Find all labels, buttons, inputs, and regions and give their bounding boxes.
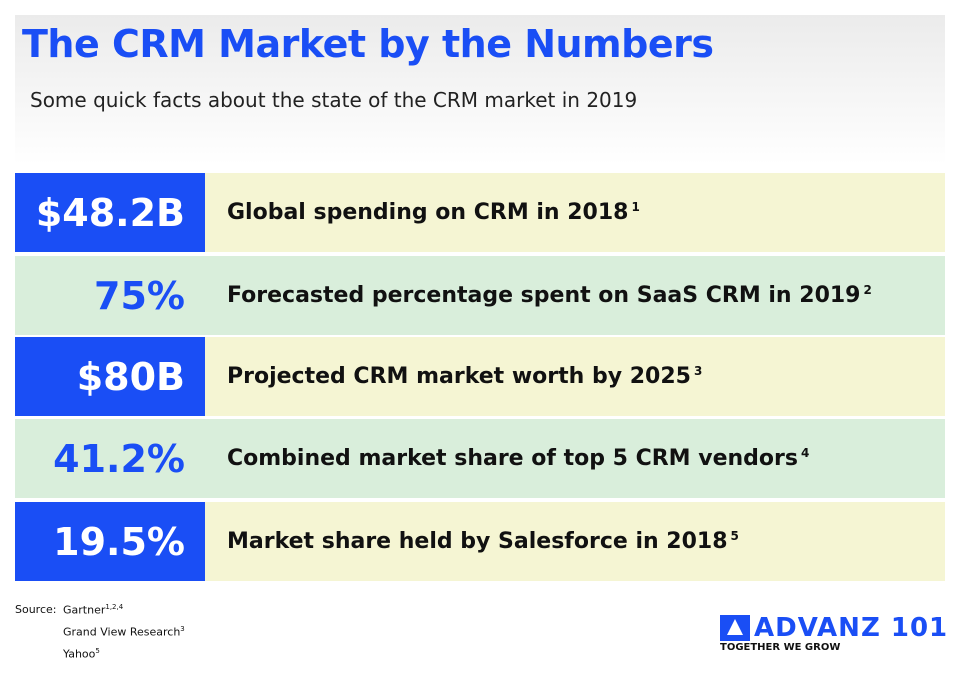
fact-label: Global spending on CRM in 2018 — [227, 200, 629, 225]
fact-row: $48.2B Global spending on CRM in 2018 1 — [15, 173, 945, 252]
fact-label: Projected CRM market worth by 2025 — [227, 364, 691, 389]
source-name: Grand View Research — [63, 625, 181, 639]
fact-value: 75% — [94, 273, 185, 318]
fact-row: 41.2% Combined market share of top 5 CRM… — [15, 419, 945, 498]
advanz-logo: ADVANZ 101 TOGETHER WE GROW — [720, 615, 948, 653]
footnote-ref: 3 — [693, 363, 703, 378]
footnote-ref: 4 — [800, 445, 810, 460]
fact-text: Forecasted percentage spent on SaaS CRM … — [205, 256, 872, 335]
fact-text: Global spending on CRM in 2018 1 — [205, 173, 640, 252]
logo-mark-icon — [720, 615, 750, 641]
source-item: Yahoo5 — [63, 647, 185, 669]
fact-row: 75% Forecasted percentage spent on SaaS … — [15, 256, 945, 335]
source-item: Grand View Research3 — [63, 625, 185, 647]
header-band — [15, 15, 945, 165]
page-subtitle: Some quick facts about the state of the … — [30, 88, 638, 112]
fact-label: Market share held by Salesforce in 2018 — [227, 529, 728, 554]
sources-label: Source: — [15, 603, 57, 616]
logo-tagline: TOGETHER WE GROW — [720, 642, 841, 653]
sources: Source: Gartner1,2,4 Grand View Research… — [15, 603, 185, 661]
page-title: The CRM Market by the Numbers — [22, 22, 714, 66]
footnote-ref: 5 — [730, 528, 739, 543]
source-item: Gartner1,2,4 — [63, 603, 185, 625]
footnote-ref: 1 — [631, 199, 640, 214]
footnote-ref: 5 — [95, 647, 100, 655]
footnote-ref: 1,2,4 — [105, 603, 124, 611]
fact-text: Projected CRM market worth by 2025 3 — [205, 337, 702, 416]
source-name: Yahoo — [63, 647, 96, 661]
fact-row: $80B Projected CRM market worth by 2025 3 — [15, 337, 945, 416]
fact-value: 41.2% — [53, 436, 185, 481]
footnote-ref: 2 — [863, 282, 872, 297]
footnote-ref: 3 — [180, 625, 185, 633]
fact-row: 19.5% Market share held by Salesforce in… — [15, 502, 945, 581]
fact-text: Market share held by Salesforce in 2018 5 — [205, 502, 739, 581]
fact-value: $48.2B — [15, 173, 205, 252]
fact-label: Forecasted percentage spent on SaaS CRM … — [227, 283, 861, 308]
source-name: Gartner — [63, 603, 106, 617]
fact-label: Combined market share of top 5 CRM vendo… — [227, 446, 798, 471]
fact-text: Combined market share of top 5 CRM vendo… — [205, 419, 809, 498]
logo-name: ADVANZ 101 — [754, 613, 949, 643]
fact-value: 19.5% — [15, 502, 205, 581]
fact-value: $80B — [15, 337, 205, 416]
